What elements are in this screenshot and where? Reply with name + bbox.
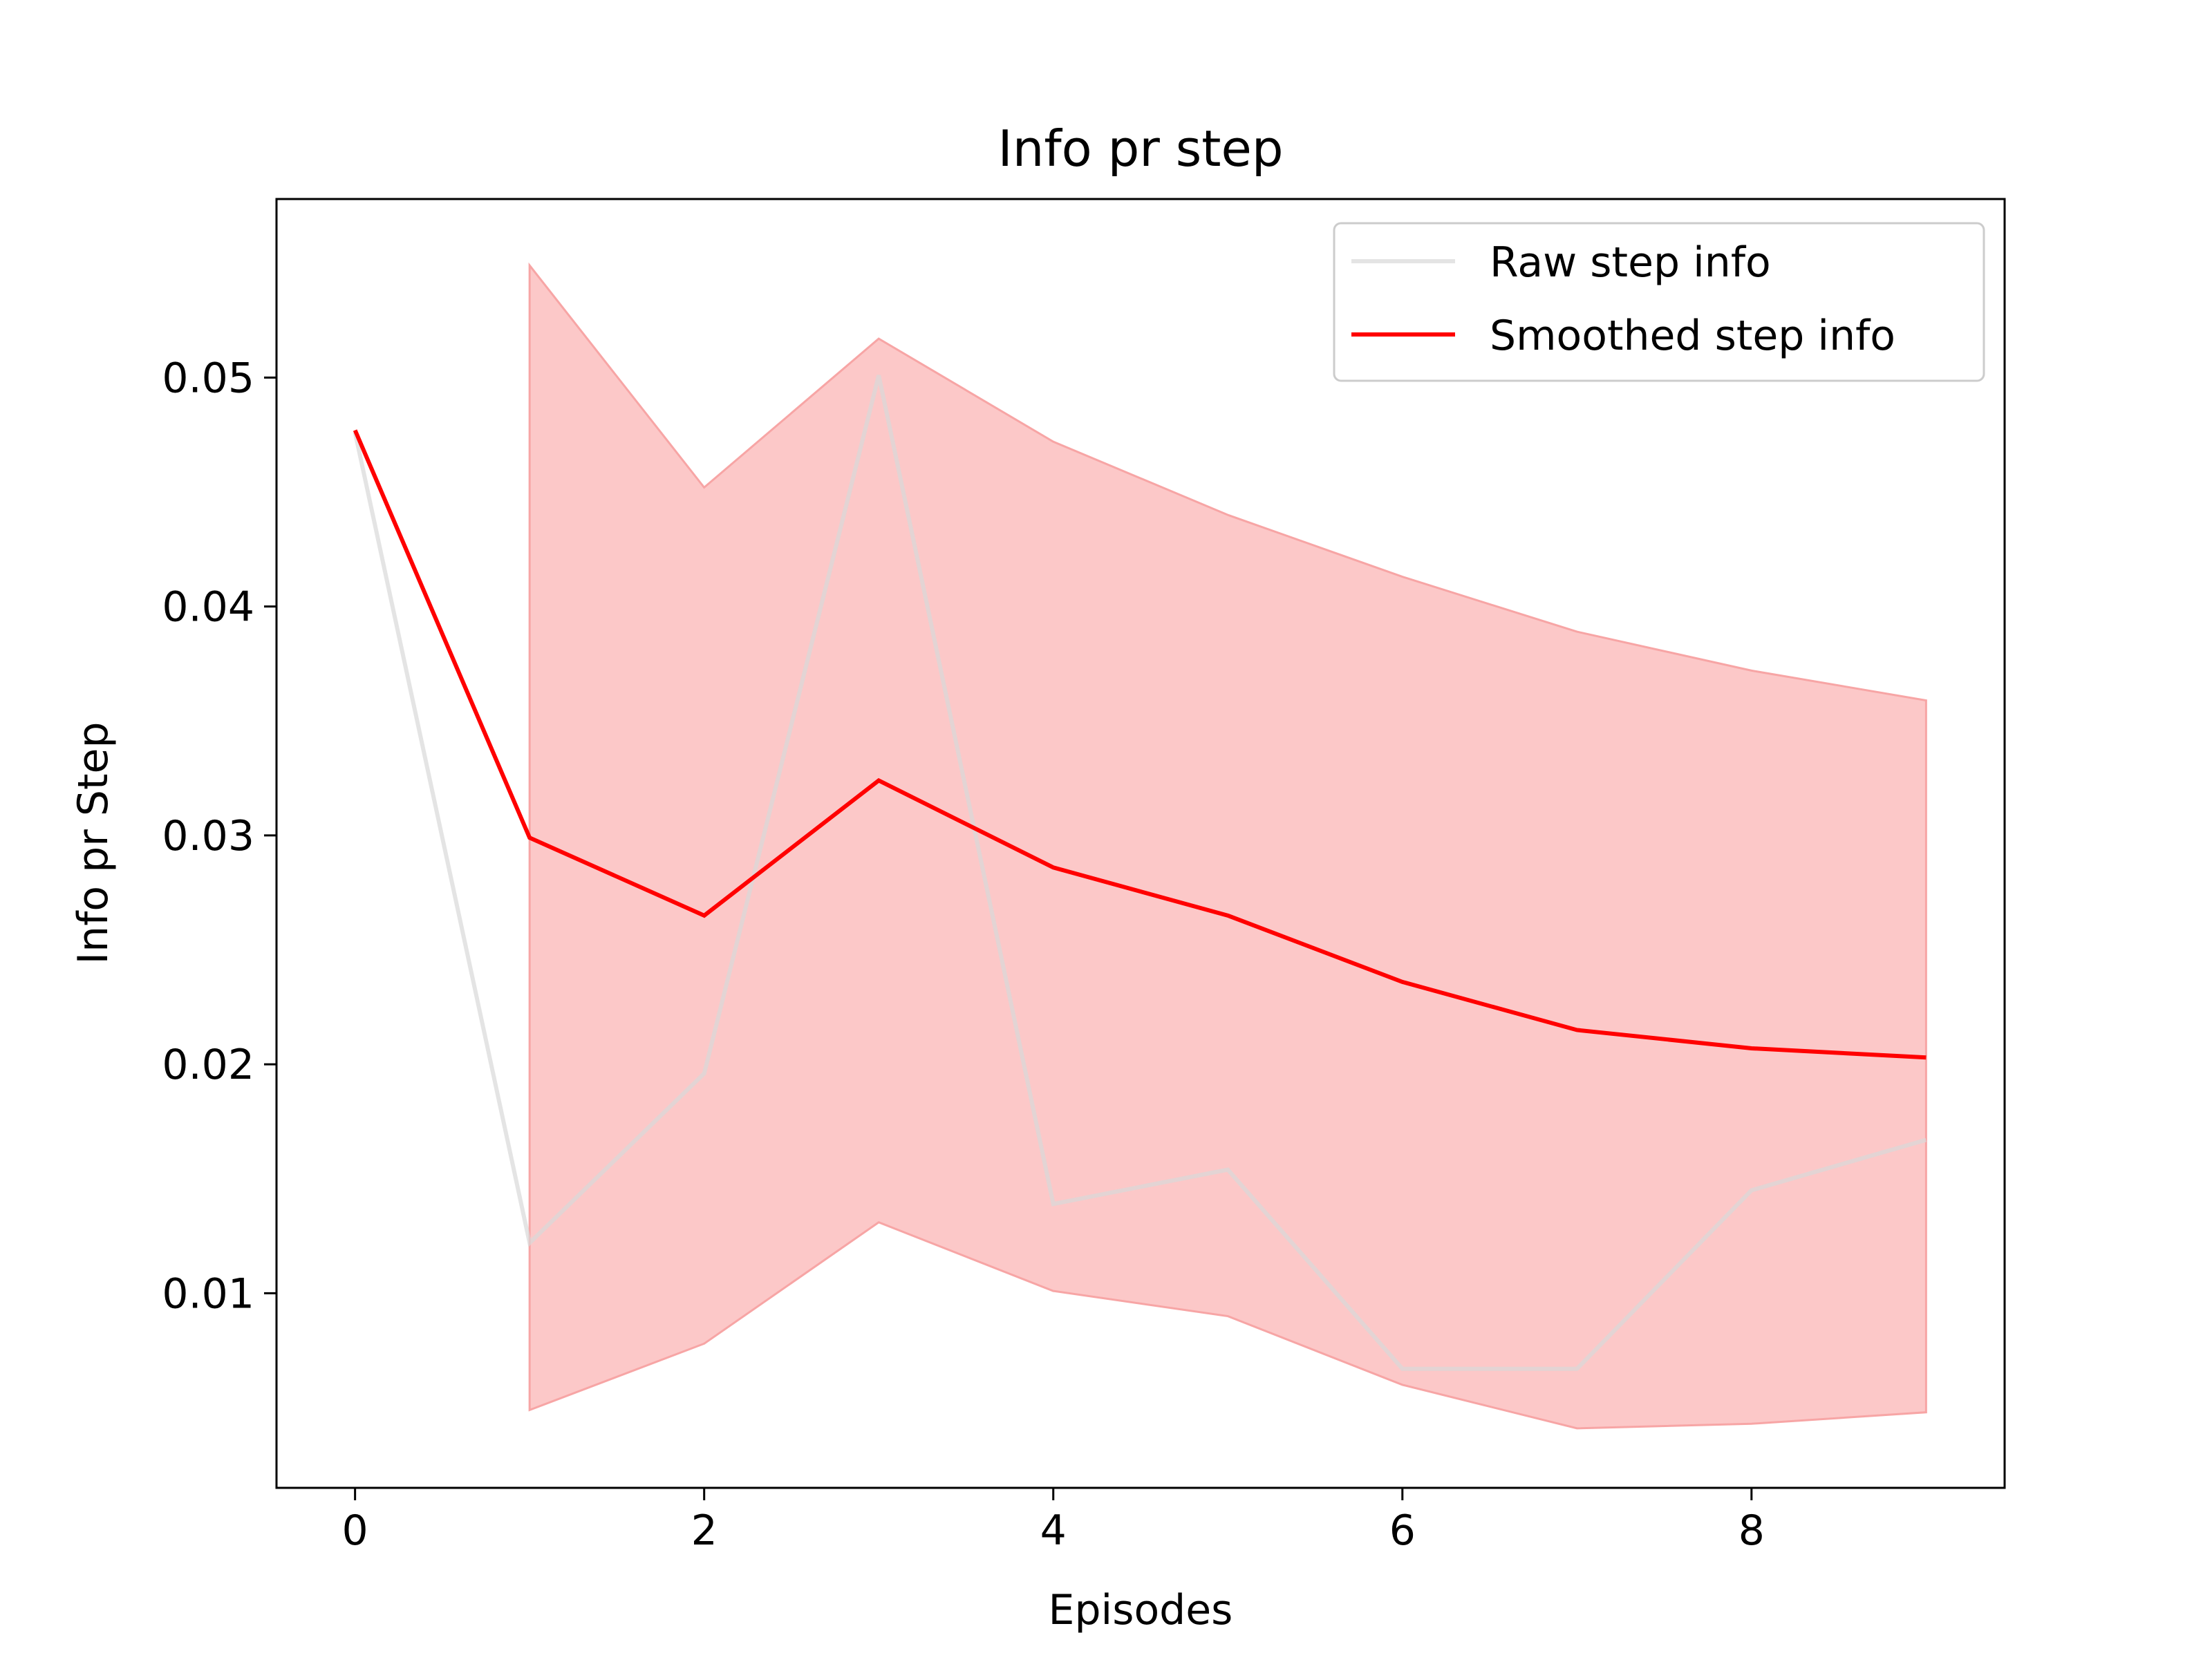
y-tick-label: 0.01 bbox=[162, 1269, 254, 1318]
confidence-band bbox=[528, 262, 1927, 1430]
chart-title: Info pr step bbox=[997, 120, 1283, 178]
x-axis: 0 2 4 6 8 bbox=[342, 1488, 1765, 1555]
y-tick-label: 0.03 bbox=[162, 812, 254, 860]
x-axis-label: Episodes bbox=[1049, 1586, 1233, 1634]
legend: Raw step info Smoothed step info bbox=[1333, 222, 1985, 382]
raw-step-info-line bbox=[353, 375, 1927, 1371]
legend-box bbox=[1333, 222, 1985, 382]
y-tick-label: 0.04 bbox=[162, 583, 254, 632]
x-tick-label: 6 bbox=[1389, 1507, 1416, 1555]
x-tick-label: 2 bbox=[691, 1507, 718, 1555]
y-axis: 0.01 0.02 0.03 0.04 0.05 bbox=[162, 354, 276, 1318]
y-axis-label: Info pr Step bbox=[69, 721, 118, 964]
legend-label-smoothed: Smoothed step info bbox=[1490, 312, 1895, 360]
x-tick-label: 8 bbox=[1738, 1507, 1765, 1555]
plot-frame bbox=[275, 198, 2006, 1489]
smoothed-step-info-line bbox=[353, 429, 1927, 1060]
y-tick-label: 0.02 bbox=[162, 1041, 254, 1089]
series-layer bbox=[353, 375, 1927, 1371]
confidence-band-layer bbox=[528, 262, 1927, 1430]
x-tick-label: 4 bbox=[1040, 1507, 1067, 1555]
legend-label-raw: Raw step info bbox=[1490, 238, 1771, 287]
x-tick-label: 0 bbox=[342, 1507, 368, 1555]
y-tick-label: 0.05 bbox=[162, 354, 254, 402]
